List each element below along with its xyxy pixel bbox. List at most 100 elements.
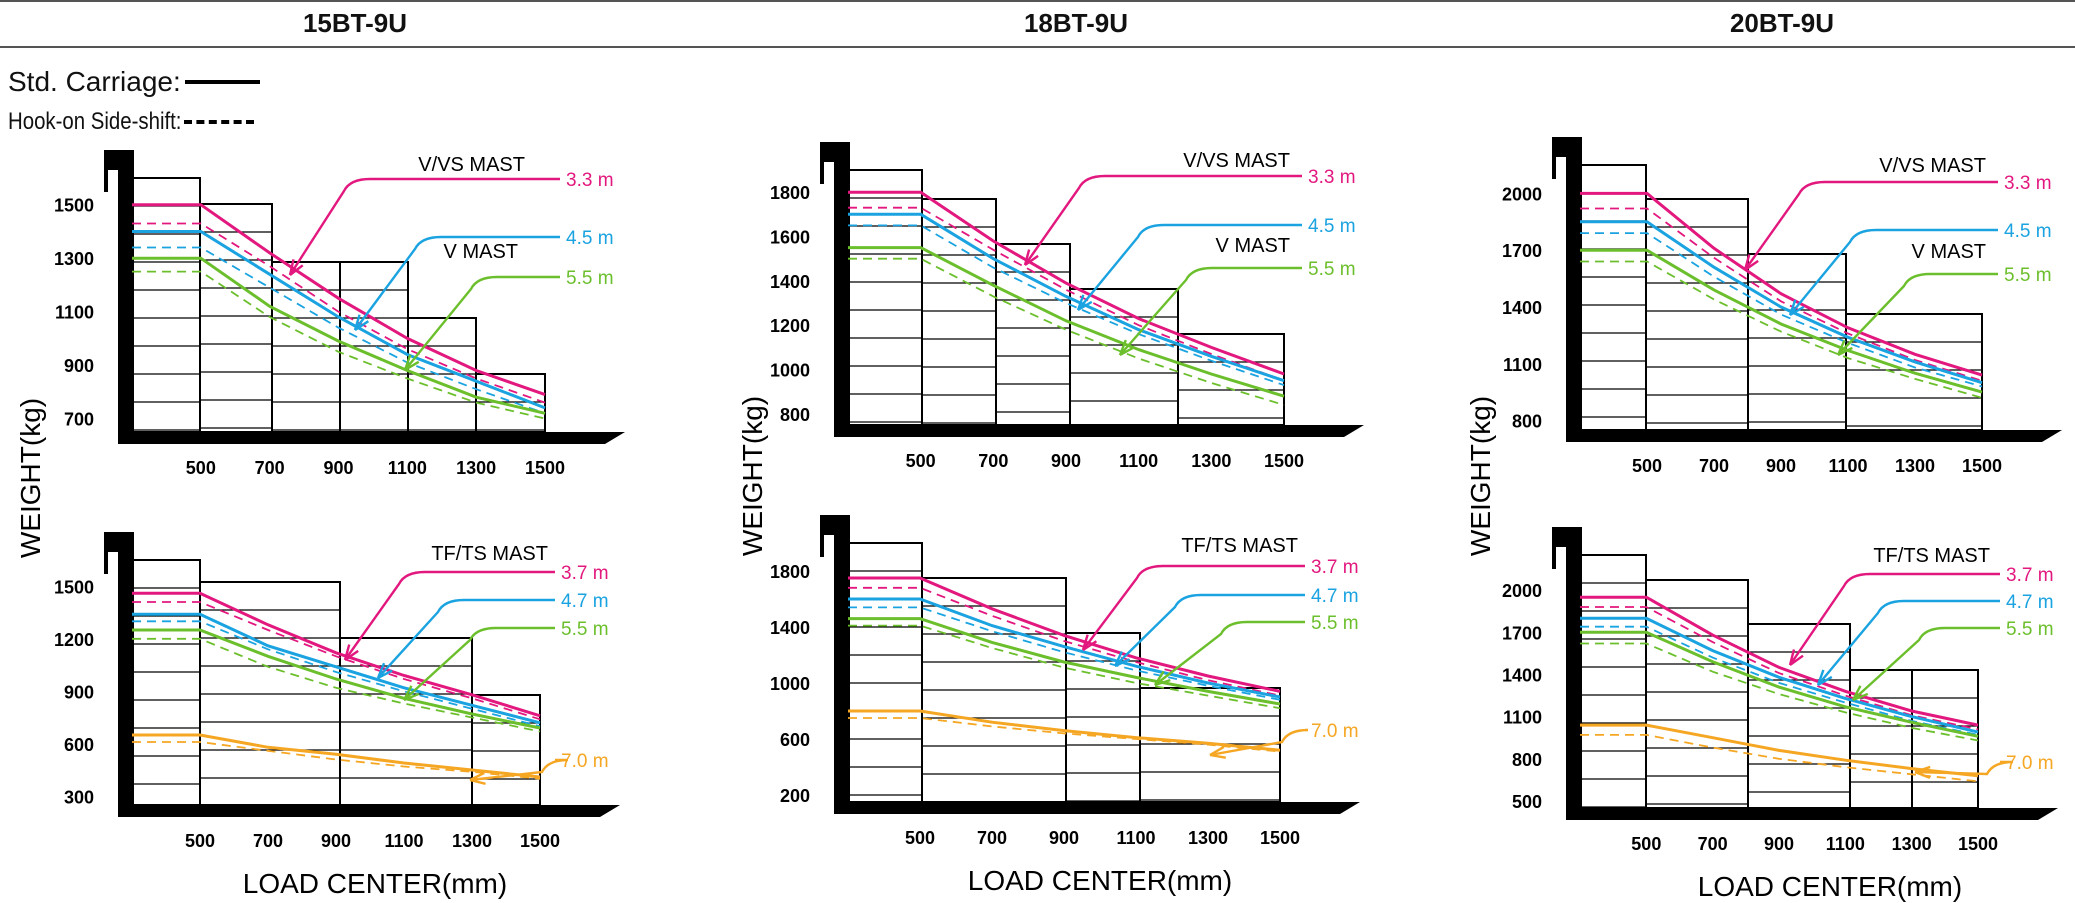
series-label-green: 5.5 m — [1311, 613, 1359, 634]
y-tick-label: 1300 — [54, 249, 94, 269]
series-label-blue: 4.7 m — [561, 591, 609, 612]
series-line-std-green — [132, 256, 546, 415]
y-tick-label: 900 — [64, 682, 94, 702]
leader-line-blue — [1789, 228, 1998, 316]
series-line-std-green — [848, 246, 1285, 398]
leader-line-orange — [1914, 760, 2014, 776]
x-axis-label: LOAD CENTER(mm) — [243, 868, 507, 899]
x-tick-label: 1100 — [384, 831, 423, 851]
grid-block — [1579, 554, 1647, 809]
x-tick-label: 900 — [1766, 456, 1796, 476]
x-tick-label: 500 — [185, 831, 215, 851]
series-line-hook-orange — [132, 741, 541, 780]
mast-label: V/VS MAST — [418, 154, 525, 176]
mast-frame — [104, 150, 625, 444]
x-tick-label: 500 — [186, 458, 216, 478]
y-tick-label: 1400 — [1502, 665, 1542, 685]
x-tick-label: 1300 — [452, 831, 492, 851]
series-line-hook-orange — [1580, 734, 1979, 783]
arrowhead-orange — [1914, 765, 1931, 780]
arrowhead-magenta — [1023, 249, 1039, 266]
series-label-green: 5.5 m — [1308, 259, 1356, 280]
model-title-18bt: 18BT-9U — [1023, 8, 1129, 38]
y-tick-label: 1000 — [770, 361, 810, 381]
arrowhead-orange — [469, 771, 486, 785]
leader-line-blue — [377, 598, 555, 679]
leader-line-blue — [1077, 223, 1302, 311]
x-tick-label: 500 — [906, 451, 936, 471]
x-tick-label: 1300 — [1892, 834, 1932, 854]
arrowhead-green — [1851, 685, 1869, 702]
series-line-std-blue — [1580, 220, 1983, 385]
arrowhead-blue — [376, 662, 393, 680]
leader-line-orange — [469, 758, 569, 782]
chart-panel-15-top: 700 900 1100 1300 1500 500 700 900 1100 1300 1500 V… — [54, 150, 625, 478]
series-line-std-magenta — [1580, 191, 1983, 377]
series-line-std-magenta — [132, 203, 546, 397]
grid-block — [1849, 669, 1913, 809]
model-title-15bt: 15BT-9U — [302, 8, 408, 38]
x-tick-label: 500 — [1632, 456, 1662, 476]
series-line-std-orange — [848, 709, 1281, 752]
mast-label-2: V MAST — [1912, 241, 1986, 263]
mast-label: TF/TS MAST — [1181, 535, 1298, 557]
x-tick-label: 1500 — [1958, 834, 1998, 854]
y-tick-label: 1800 — [770, 183, 810, 203]
arrowhead-green — [1118, 339, 1135, 357]
arrowhead-orange — [1209, 745, 1226, 759]
series-label-orange: 7.0 m — [561, 751, 609, 772]
x-tick-label: 700 — [1699, 456, 1729, 476]
leader-line-green — [1837, 272, 1998, 356]
y-tick-label: 500 — [1512, 792, 1542, 812]
chart-panel-18-top: 800 1000 1200 1400 1600 1800 500 700 900 1100 1300… — [770, 142, 1364, 471]
x-tick-label: 1300 — [1188, 828, 1228, 848]
series-line-hook-green — [1580, 260, 1983, 399]
y-tick-label: 700 — [64, 410, 94, 430]
mast-label: TF/TS MAST — [431, 543, 548, 565]
series-line-hook-green — [132, 637, 541, 733]
series-line-std-blue — [132, 612, 541, 725]
y-tick-label: 200 — [780, 786, 810, 806]
series-label-green: 5.5 m — [566, 268, 614, 289]
series-label-magenta: 3.3 m — [1308, 167, 1356, 188]
series-line-hook-green — [1580, 642, 1979, 742]
x-axis-label: LOAD CENTER(mm) — [1698, 871, 1962, 902]
mast-label: V/VS MAST — [1183, 150, 1290, 172]
series-label-green: 5.5 m — [561, 619, 609, 640]
y-tick-label: 300 — [64, 787, 94, 807]
legend-std-label: Std. Carriage: — [8, 66, 181, 97]
series-label-blue: 4.5 m — [2004, 221, 2052, 242]
grid-block — [1911, 669, 1979, 809]
series-line-hook-magenta — [132, 222, 546, 404]
leader-line-magenta — [1744, 180, 1998, 271]
mast-label-2: V MAST — [444, 241, 518, 263]
y-tick-label: 1100 — [1503, 708, 1542, 728]
x-tick-label: 700 — [253, 831, 283, 851]
series-label-magenta: 3.7 m — [561, 563, 609, 584]
grid-block — [1579, 164, 1647, 431]
series-line-std-blue — [848, 597, 1281, 699]
x-tick-label: 500 — [905, 828, 935, 848]
x-tick-label: 1500 — [1264, 451, 1304, 471]
leader-line-magenta — [1024, 174, 1302, 266]
series-line-hook-blue — [1580, 232, 1983, 388]
series-label-blue: 4.7 m — [1311, 586, 1359, 607]
series-line-std-magenta — [848, 190, 1285, 376]
legend-std-carriage: Std. Carriage: — [8, 62, 260, 102]
y-tick-label: 800 — [1512, 750, 1542, 770]
mast-label: V/VS MAST — [1879, 155, 1986, 177]
x-tick-label: 1100 — [1116, 828, 1155, 848]
y-tick-label: 1600 — [770, 228, 810, 248]
y-tick-label: 1700 — [1502, 241, 1542, 261]
y-tick-label: 1700 — [1502, 623, 1542, 643]
y-tick-label: 1500 — [54, 196, 94, 216]
series-line-std-green — [1580, 248, 1983, 394]
x-tick-label: 1100 — [1119, 451, 1158, 471]
y-tick-label: 1000 — [770, 674, 810, 694]
leader-line-blue — [354, 235, 560, 331]
header-bar: 15BT-9U 18BT-9U 20BT-9U — [0, 0, 2075, 48]
x-tick-label: 700 — [978, 451, 1008, 471]
mast-frame — [1552, 527, 2058, 820]
series-line-std-magenta — [848, 576, 1281, 693]
